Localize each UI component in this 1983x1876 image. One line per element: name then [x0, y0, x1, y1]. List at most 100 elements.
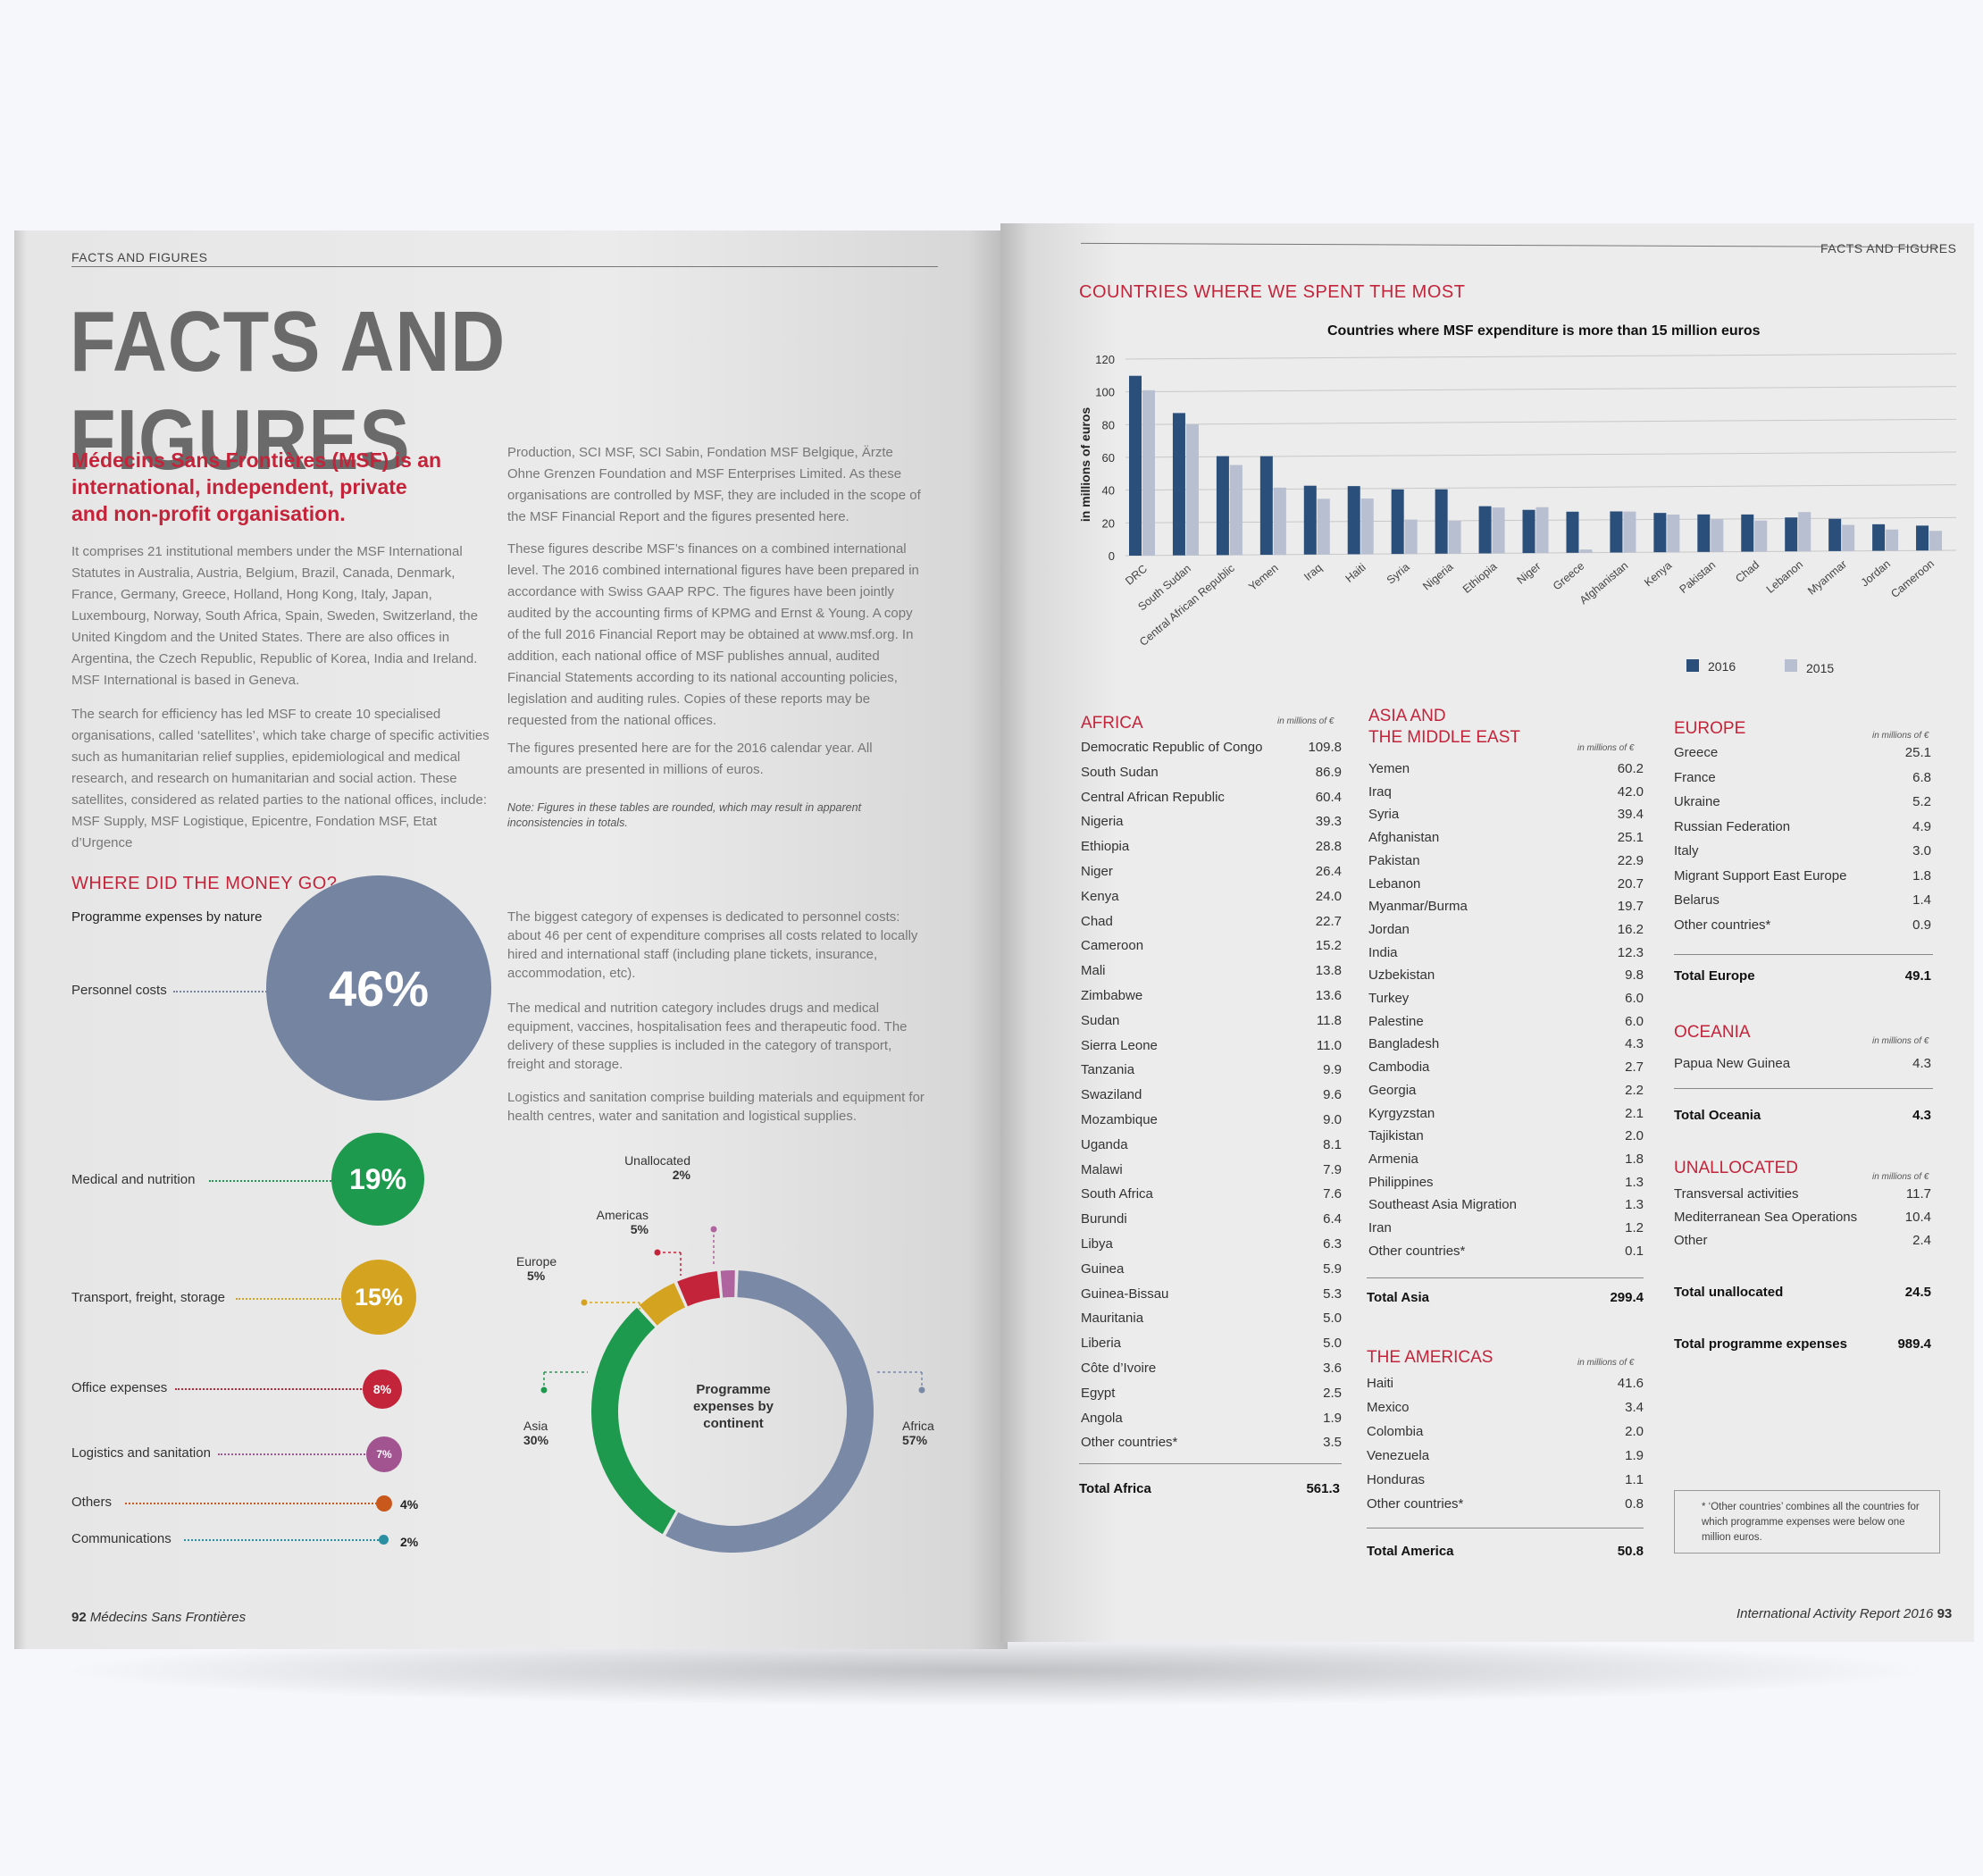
donut-slice-americas: [677, 1270, 721, 1307]
y-tick-label: 40: [1102, 484, 1115, 498]
pct-office: 8%: [372, 1382, 392, 1396]
bubble-office: 8%: [363, 1369, 402, 1409]
leader-communications: [184, 1539, 382, 1541]
row-label: France: [1674, 769, 1716, 785]
africa-total-value: 561.3: [1306, 1481, 1340, 1496]
africa-name: Africa: [902, 1419, 934, 1433]
row-label: Other countries*: [1368, 1243, 1466, 1259]
unallocated-unit: in millions of €: [1872, 1172, 1929, 1182]
row-label: Niger: [1081, 864, 1113, 879]
row-label: Zimbabwe: [1081, 988, 1143, 1003]
pct-communications: 2%: [400, 1535, 419, 1549]
bar-2015-ethiopia: [1492, 507, 1505, 554]
expense-paragraph-1: The biggest category of expenses is dedi…: [507, 909, 918, 981]
running-head-right: FACTS AND FIGURES: [1820, 241, 1957, 255]
row-value: 0.8: [1625, 1496, 1644, 1512]
donut-label-asia: Asia 30%: [523, 1419, 604, 1447]
y-tick-label: 20: [1102, 516, 1115, 530]
table-row: Ethiopia 28.8: [1081, 839, 1342, 854]
row-label: Tajikistan: [1368, 1128, 1424, 1144]
row-value: 39.3: [1315, 814, 1342, 830]
page-number-left: 92: [71, 1610, 87, 1625]
x-tick-label: Nigeria: [1420, 560, 1455, 592]
money-heading: WHERE DID THE MONEY GO?: [71, 874, 338, 893]
row-label: Syria: [1368, 807, 1400, 823]
donut-label-unallocated: Unallocated 2%: [610, 1153, 690, 1182]
donut-slice-unallocated: [720, 1270, 735, 1298]
table-row: South Africa 7.6: [1081, 1186, 1342, 1202]
row-label: Georgia: [1368, 1082, 1417, 1098]
row-label: Bangladesh: [1368, 1036, 1440, 1052]
table-row: Liberia 5.0: [1081, 1336, 1342, 1351]
folio-right-text: International Activity Report 2016: [1736, 1606, 1934, 1621]
y-tick-label: 100: [1095, 386, 1115, 399]
table-row: Honduras 1.1: [1367, 1472, 1644, 1487]
row-value: 3.5: [1323, 1435, 1342, 1451]
label-personnel: Personnel costs: [71, 983, 167, 998]
row-label: Sudan: [1081, 1012, 1120, 1028]
row-label: India: [1368, 944, 1398, 960]
table-row: France 6.8: [1674, 770, 1931, 785]
row-value: 5.9: [1323, 1260, 1342, 1277]
row-value: 5.3: [1323, 1286, 1342, 1302]
bar-2015-greece: [1579, 549, 1593, 553]
row-value: 9.0: [1323, 1112, 1342, 1127]
americas-pct: 5%: [630, 1222, 648, 1236]
row-value: 6.3: [1323, 1236, 1342, 1252]
row-label: Belarus: [1674, 892, 1719, 908]
table-row: Afghanistan 25.1: [1368, 830, 1644, 845]
asia-total: Total Asia 299.4: [1367, 1290, 1644, 1305]
grid-line: [1125, 386, 1957, 393]
legend-swatch-2015: [1785, 659, 1797, 672]
label-others: Others: [71, 1495, 113, 1510]
bar-2016-niger: [1522, 509, 1535, 554]
bar-2015-south-sudan: [1185, 424, 1199, 556]
table-row: Kenya 24.0: [1081, 889, 1342, 904]
row-label: Central African Republic: [1081, 789, 1225, 805]
row-label: Pakistan: [1368, 852, 1420, 868]
programme-total: Total programme expenses 989.4: [1674, 1336, 1931, 1352]
label-office: Office expenses: [71, 1380, 168, 1395]
label-logistics: Logistics and sanitation: [71, 1445, 211, 1461]
bar-2016-myanmar: [1828, 518, 1842, 551]
pct-logistics: 7%: [376, 1448, 392, 1461]
row-label: Other countries*: [1674, 917, 1771, 933]
col2-paragraph-3: The figures presented here are for the 2…: [507, 741, 873, 777]
x-tick-label: Iraq: [1301, 561, 1325, 583]
africa-heading: AFRICA: [1081, 714, 1143, 733]
bar-2015-chad: [1754, 520, 1768, 552]
row-label: Jordan: [1368, 921, 1410, 937]
bar-2016-iraq: [1303, 485, 1317, 555]
legend-swatch-2016: [1686, 659, 1699, 672]
bar-2015-niger: [1535, 507, 1549, 554]
row-label: Russian Federation: [1674, 818, 1791, 834]
lead-paragraph: Médecins Sans Frontières (MSF) is an int…: [71, 448, 442, 525]
x-tick-label: Myanmar: [1805, 557, 1849, 597]
col1-paragraph-2: The search for efficiency has led MSF to…: [71, 707, 489, 850]
table-row: Greece 25.1: [1674, 745, 1931, 760]
row-label: South Sudan: [1081, 764, 1159, 780]
table-row: Central African Republic 60.4: [1081, 790, 1342, 805]
row-value: 28.8: [1315, 839, 1342, 855]
row-value: 2.0: [1625, 1128, 1644, 1144]
table-row: Sudan 11.8: [1081, 1013, 1342, 1028]
asia-total-label: Total Asia: [1367, 1290, 1430, 1305]
bar-2015-pakistan: [1711, 519, 1724, 552]
unallocated-name: Unallocated: [624, 1153, 690, 1168]
row-label: Burundi: [1081, 1211, 1127, 1227]
row-label: Afghanistan: [1368, 830, 1440, 846]
row-label: Greece: [1674, 745, 1719, 760]
x-tick-label: Pakistan: [1678, 558, 1719, 596]
table-row: Mozambique 9.0: [1081, 1112, 1342, 1127]
row-value: 86.9: [1315, 764, 1342, 780]
asia-unit: in millions of €: [1577, 743, 1635, 753]
x-tick-label: Cameroon: [1888, 557, 1937, 600]
row-label: Democratic Republic of Congo: [1081, 740, 1263, 755]
x-tick-label: Jordan: [1859, 557, 1893, 589]
row-label: Southeast Asia Migration: [1368, 1197, 1517, 1213]
row-label: Other: [1674, 1233, 1708, 1248]
table-row: Georgia 2.2: [1368, 1083, 1644, 1098]
row-value: 41.6: [1617, 1376, 1644, 1391]
bar-2016-nigeria: [1435, 489, 1448, 554]
